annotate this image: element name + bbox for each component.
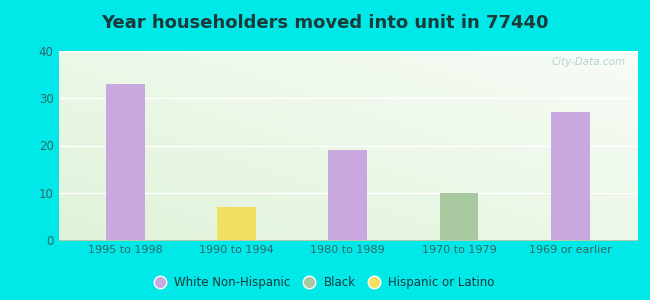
Text: City-Data.com: City-Data.com <box>551 57 625 67</box>
Text: Year householders moved into unit in 77440: Year householders moved into unit in 774… <box>101 14 549 32</box>
Bar <box>328 150 367 240</box>
Bar <box>439 193 478 240</box>
Bar <box>551 112 590 240</box>
Bar <box>106 84 145 240</box>
Bar <box>217 207 256 240</box>
Legend: White Non-Hispanic, Black, Hispanic or Latino: White Non-Hispanic, Black, Hispanic or L… <box>150 272 500 294</box>
